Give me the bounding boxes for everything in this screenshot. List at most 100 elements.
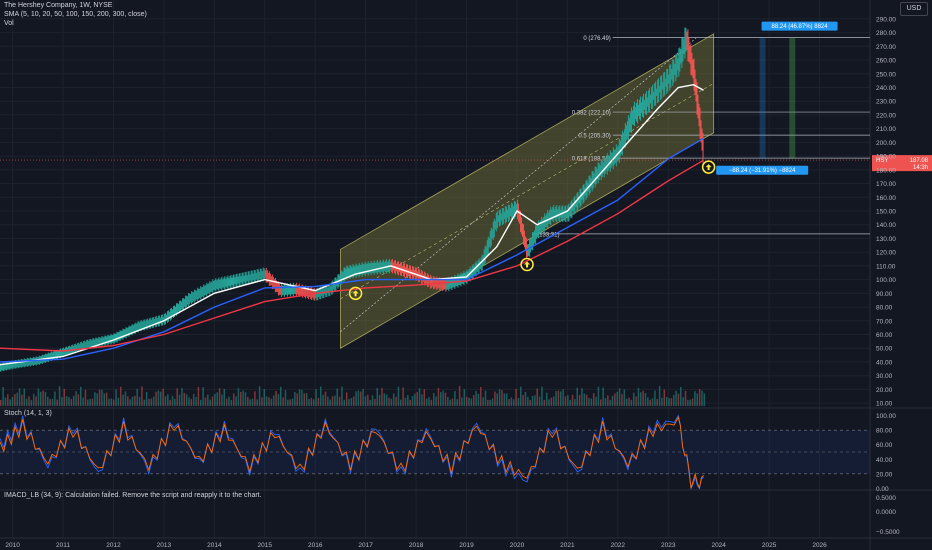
- volume-bar: [440, 392, 442, 406]
- volume-bar: [350, 398, 353, 406]
- volume-bar: [150, 398, 153, 406]
- volume-bar: [576, 387, 578, 406]
- volume-bar: [531, 395, 534, 406]
- volume-bar: [663, 389, 666, 406]
- volume-bar: [101, 389, 103, 406]
- volume-bar: [200, 399, 202, 406]
- time-tick-label: 2018: [409, 542, 424, 549]
- volume-bar: [2, 387, 4, 406]
- volume-bar: [680, 386, 682, 406]
- time-tick-label: 2019: [459, 542, 474, 549]
- volume-bar: [515, 388, 517, 406]
- volume-bar: [77, 394, 80, 406]
- volume-bar: [261, 397, 263, 406]
- time-tick-label: 2025: [762, 542, 777, 549]
- volume-bar: [656, 398, 659, 406]
- stoch-indicator-label[interactable]: Stoch (14, 1, 3): [4, 410, 52, 417]
- currency-button[interactable]: USD: [900, 2, 928, 16]
- volume-bar: [637, 387, 640, 406]
- volume-bar: [80, 386, 82, 406]
- volume-bar: [369, 399, 371, 406]
- arrow-up-marker-icon: [701, 160, 716, 174]
- volume-bar: [360, 391, 362, 406]
- sma-line: [0, 83, 704, 366]
- volume-bar: [449, 399, 451, 406]
- volume-bar: [112, 399, 115, 406]
- volume-bar: [105, 392, 108, 406]
- volume-bar: [312, 399, 315, 406]
- volume-bar: [362, 388, 364, 406]
- volume-bar: [30, 399, 33, 406]
- price-tick-label: 270.00: [876, 44, 896, 51]
- volume-bar: [44, 392, 47, 406]
- volume-bar: [23, 388, 26, 406]
- volume-bar: [183, 392, 186, 406]
- volume-indicator-label[interactable]: Vol: [4, 20, 14, 27]
- volume-bar: [296, 393, 298, 406]
- volume-bar: [423, 389, 426, 406]
- volume-bar: [465, 396, 468, 406]
- price-tick-label: 210.00: [876, 126, 896, 133]
- volume-bar: [336, 388, 338, 406]
- volume-bar: [54, 391, 56, 406]
- volume-bar: [214, 393, 216, 406]
- volume-bar: [310, 398, 313, 406]
- volume-bar: [268, 397, 270, 406]
- volume-bar: [63, 388, 66, 406]
- volume-bar: [40, 391, 42, 406]
- volume-bar: [374, 398, 376, 406]
- volume-bar: [185, 394, 188, 406]
- volume-bar: [251, 398, 254, 406]
- stoch-tick-label: 0.00: [876, 486, 889, 493]
- volume-bar: [538, 396, 541, 406]
- volume-bar: [395, 396, 397, 406]
- arrow-up-icon: [352, 290, 359, 297]
- volume-bar: [357, 390, 360, 406]
- current-price-countdown: 14:3h: [913, 165, 928, 171]
- volume-bar: [61, 397, 63, 406]
- volume-bar: [164, 396, 167, 406]
- volume-bar: [550, 397, 553, 406]
- volume-bar: [207, 394, 209, 406]
- volume-bar: [578, 394, 581, 406]
- volume-bar: [28, 396, 30, 406]
- volume-bar: [510, 397, 513, 406]
- volume-bar: [84, 389, 87, 406]
- volume-bar: [618, 388, 621, 406]
- volume-bar: [604, 397, 607, 406]
- time-tick-label: 2014: [207, 542, 222, 549]
- volume-bar: [298, 389, 301, 406]
- sma-indicator-label[interactable]: SMA (5, 10, 20, 50, 100, 150, 200, 300, …: [4, 11, 147, 18]
- volume-bar: [4, 397, 7, 406]
- time-tick-label: 2015: [258, 542, 273, 549]
- volume-bar: [557, 390, 560, 406]
- price-tick-label: 70.00: [876, 318, 893, 325]
- volume-bar: [272, 395, 275, 406]
- volume-bar: [280, 386, 282, 406]
- volume-bar: [381, 388, 383, 406]
- volume-bar: [341, 386, 343, 406]
- stoch-tick-label: 60.00: [876, 442, 893, 449]
- measure-up-label-box: [761, 21, 838, 31]
- volume-bar: [632, 392, 635, 406]
- volume-bar: [625, 398, 628, 406]
- volume-bar: [343, 399, 346, 406]
- volume-bar: [432, 393, 435, 406]
- volume-bar: [402, 387, 404, 406]
- volume-bar: [689, 399, 691, 406]
- volume-bar: [569, 399, 571, 406]
- volume-bar: [640, 392, 642, 406]
- time-tick-label: 2026: [812, 542, 827, 549]
- time-tick-label: 2022: [611, 542, 626, 549]
- volume-bar: [303, 393, 306, 406]
- volume-bar: [197, 386, 200, 406]
- price-tick-label: 130.00: [876, 236, 896, 243]
- volume-bar: [496, 393, 498, 406]
- volume-bar: [265, 396, 268, 406]
- volume-bar: [616, 391, 619, 406]
- volume-bar: [602, 387, 604, 406]
- volume-bar: [482, 397, 484, 406]
- volume-bar: [247, 396, 249, 406]
- volume-bar: [188, 397, 190, 406]
